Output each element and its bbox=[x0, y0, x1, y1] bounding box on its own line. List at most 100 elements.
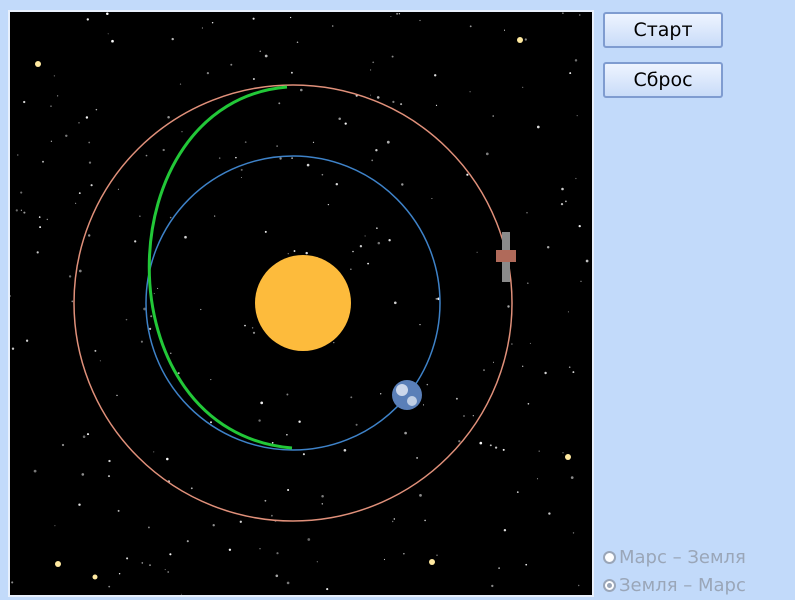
star bbox=[434, 74, 436, 76]
star bbox=[367, 263, 369, 265]
star bbox=[392, 56, 394, 58]
star bbox=[436, 105, 437, 106]
star bbox=[569, 366, 571, 368]
star bbox=[108, 475, 110, 477]
radio-button[interactable] bbox=[603, 551, 616, 564]
star bbox=[65, 135, 67, 137]
star bbox=[111, 40, 114, 43]
star bbox=[350, 396, 352, 398]
direction-option[interactable]: Земля – Марс bbox=[603, 575, 746, 596]
star bbox=[39, 226, 41, 228]
star bbox=[75, 203, 76, 204]
star bbox=[23, 101, 25, 103]
star bbox=[424, 520, 426, 522]
star bbox=[88, 142, 90, 144]
star bbox=[94, 350, 96, 352]
star bbox=[81, 473, 84, 476]
star bbox=[260, 51, 261, 52]
star bbox=[380, 393, 381, 394]
direction-option[interactable]: Марс – Земля bbox=[603, 547, 746, 568]
star bbox=[252, 327, 253, 328]
star bbox=[517, 491, 519, 493]
star bbox=[264, 500, 266, 502]
reset-button[interactable]: Сброс bbox=[603, 62, 723, 98]
star bbox=[479, 442, 482, 445]
star bbox=[370, 69, 371, 70]
star bbox=[213, 524, 215, 526]
star bbox=[562, 452, 563, 453]
star bbox=[328, 204, 329, 205]
star bbox=[495, 446, 497, 448]
star bbox=[403, 553, 404, 554]
star bbox=[291, 157, 293, 159]
star bbox=[394, 518, 395, 519]
star bbox=[375, 149, 377, 151]
start-button[interactable]: Старт bbox=[603, 12, 723, 48]
star bbox=[404, 432, 407, 435]
app: Старт Сброс Марс – ЗемляЗемля – Марс (()… bbox=[0, 0, 795, 600]
star bbox=[149, 328, 151, 330]
star bbox=[470, 25, 472, 27]
star bbox=[561, 203, 563, 205]
star bbox=[387, 141, 390, 144]
star bbox=[344, 449, 347, 452]
star bbox=[23, 212, 25, 214]
star bbox=[214, 216, 215, 217]
star bbox=[294, 250, 296, 252]
star bbox=[184, 236, 187, 239]
star bbox=[91, 184, 93, 186]
star bbox=[245, 141, 247, 143]
star bbox=[486, 153, 489, 156]
star bbox=[180, 83, 181, 84]
star bbox=[473, 415, 474, 416]
star bbox=[253, 18, 255, 20]
star bbox=[212, 22, 213, 23]
star bbox=[278, 102, 280, 104]
star bbox=[525, 38, 527, 40]
star bbox=[87, 433, 89, 435]
star bbox=[253, 332, 255, 334]
star bbox=[20, 192, 22, 194]
star bbox=[498, 567, 500, 569]
star bbox=[34, 470, 37, 473]
star bbox=[504, 30, 505, 31]
star bbox=[78, 503, 80, 505]
star bbox=[419, 324, 420, 325]
radio-button[interactable] bbox=[603, 579, 616, 592]
star bbox=[378, 242, 381, 245]
star bbox=[21, 210, 22, 211]
star bbox=[150, 315, 152, 317]
star bbox=[166, 458, 169, 461]
star bbox=[126, 319, 128, 321]
star bbox=[419, 494, 422, 497]
star bbox=[71, 301, 73, 303]
star bbox=[400, 103, 402, 105]
star bbox=[522, 366, 523, 367]
star bbox=[88, 234, 90, 236]
star bbox=[50, 106, 51, 107]
star bbox=[477, 252, 478, 253]
star bbox=[279, 157, 281, 159]
star bbox=[79, 270, 82, 273]
star bbox=[300, 89, 303, 92]
star bbox=[167, 116, 170, 119]
star bbox=[466, 174, 468, 176]
star bbox=[579, 225, 581, 227]
star bbox=[537, 478, 538, 479]
star bbox=[108, 33, 109, 34]
star bbox=[47, 219, 48, 220]
star bbox=[326, 588, 328, 590]
star bbox=[522, 87, 523, 88]
star bbox=[210, 379, 211, 380]
star bbox=[276, 552, 278, 554]
star bbox=[78, 122, 80, 124]
star bbox=[569, 72, 571, 74]
star bbox=[210, 421, 212, 423]
star bbox=[11, 581, 13, 583]
star bbox=[573, 532, 574, 533]
star bbox=[396, 13, 398, 15]
star bbox=[350, 269, 351, 270]
star bbox=[39, 216, 41, 218]
star bbox=[139, 216, 140, 217]
star bbox=[511, 343, 513, 345]
